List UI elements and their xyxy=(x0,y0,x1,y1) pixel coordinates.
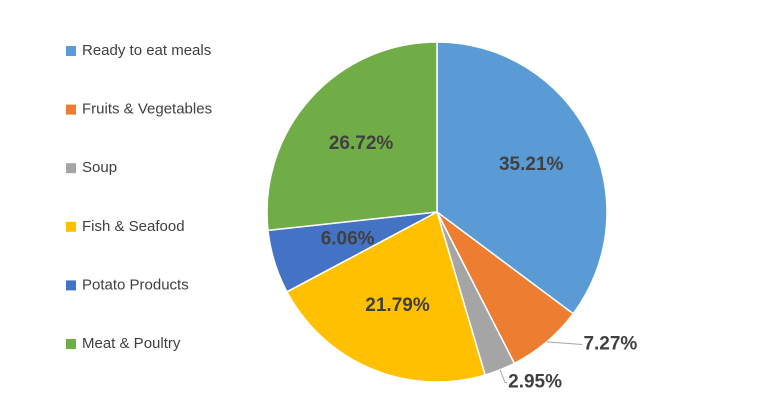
legend-label: Fish & Seafood xyxy=(82,218,185,235)
data-label: 7.27% xyxy=(583,333,637,354)
legend-swatch xyxy=(66,221,76,232)
data-label: 26.72% xyxy=(329,133,394,154)
legend-swatch xyxy=(66,163,76,174)
legend-swatch xyxy=(66,46,76,56)
legend-swatch xyxy=(66,280,76,291)
legend-swatch xyxy=(66,104,76,115)
leader-line xyxy=(499,369,508,384)
data-label: 6.06% xyxy=(321,229,375,250)
pie-slice xyxy=(436,41,608,315)
data-label: 35.21% xyxy=(499,154,564,175)
legend-swatch xyxy=(66,339,76,349)
legend-label: Potato Products xyxy=(82,276,189,293)
pie-slice xyxy=(266,41,438,232)
pie-slice xyxy=(285,210,487,383)
data-label: 2.95% xyxy=(508,372,562,393)
legend-label: Fruits & Vegetables xyxy=(82,101,212,118)
leader-line xyxy=(546,341,583,345)
data-label: 21.79% xyxy=(365,295,430,316)
legend-label: Meat & Poultry xyxy=(82,335,181,352)
legend-label: Soup xyxy=(82,159,117,176)
legend-label: Ready to eat meals xyxy=(82,42,211,59)
